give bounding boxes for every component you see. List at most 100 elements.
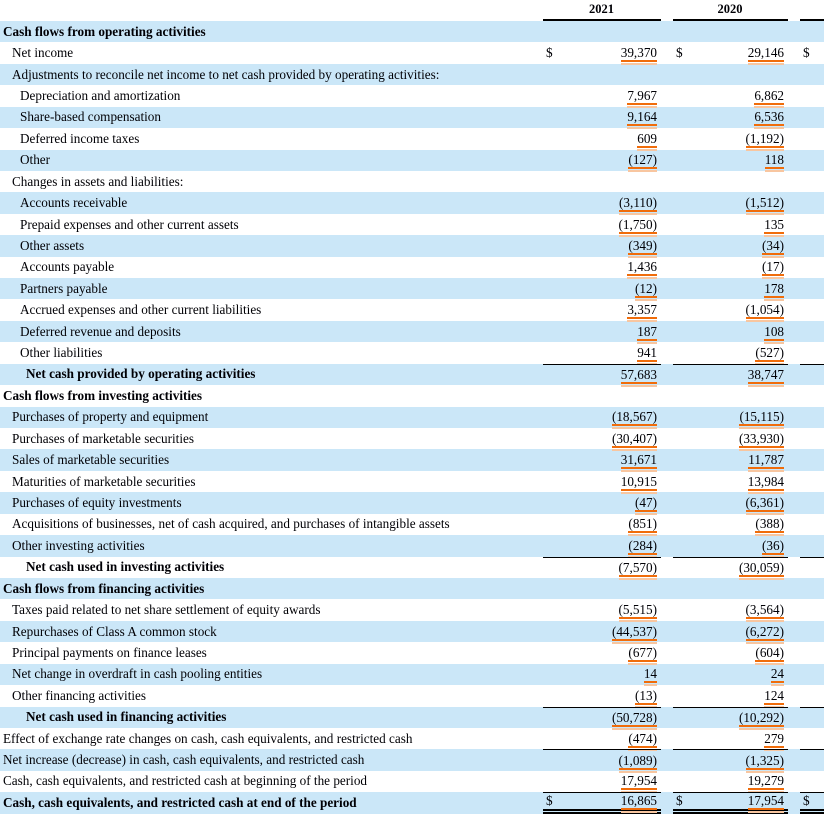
column-gap bbox=[661, 321, 673, 342]
value-cell-2020: 13,984 bbox=[673, 471, 788, 492]
value-cell-2020: 108 bbox=[673, 321, 788, 342]
row-label: Purchases of property and equipment bbox=[12, 409, 209, 425]
value-cell-partial bbox=[800, 235, 824, 256]
value-cell-2020: 11,787 bbox=[673, 449, 788, 470]
column-gap bbox=[661, 299, 673, 320]
column-gap bbox=[661, 342, 673, 363]
table-row: Other financing activities (13) 124 bbox=[0, 685, 824, 706]
value-cell-partial bbox=[800, 578, 824, 599]
row-label-cell: Repurchases of Class A common stock bbox=[0, 624, 543, 640]
value-cell-2021: (5,515) bbox=[543, 599, 661, 620]
value-2021: 31,671 bbox=[620, 452, 657, 472]
column-gap bbox=[788, 428, 800, 449]
column-gap bbox=[661, 214, 673, 235]
value-2020: 279 bbox=[764, 730, 784, 751]
value-cell-partial bbox=[800, 428, 824, 449]
row-label-cell: Net cash used in investing activities bbox=[0, 559, 543, 575]
value-cell-2020: 38,747 bbox=[673, 363, 788, 385]
value-2020: (33,930) bbox=[738, 430, 784, 451]
value-cell-partial bbox=[800, 599, 824, 620]
value-cell-2021: (30,407) bbox=[543, 428, 661, 449]
value-cell-2021: (474) bbox=[543, 728, 661, 749]
table-row: Net increase (decrease) in cash, cash eq… bbox=[0, 749, 824, 773]
value-2020: (10,292) bbox=[738, 709, 784, 730]
value-cell-2020: 178 bbox=[673, 278, 788, 299]
value-cell-2021: (284) bbox=[543, 535, 661, 556]
row-label-cell: Net income bbox=[0, 45, 543, 61]
value-cell-2020: (527) bbox=[673, 342, 788, 363]
value-cell-2020: 124 bbox=[673, 685, 788, 706]
column-gap bbox=[661, 128, 673, 149]
value-cell-2021: 609 bbox=[543, 128, 661, 149]
value-cell-2020: (604) bbox=[673, 642, 788, 663]
value-2020: (3,564) bbox=[745, 602, 784, 622]
value-cell-partial bbox=[800, 642, 824, 663]
value-cell-2021: (1,750) bbox=[543, 214, 661, 235]
row-label: Cash flows from financing activities bbox=[3, 580, 205, 596]
value-2020: (6,272) bbox=[745, 623, 784, 644]
value-2021: 10,915 bbox=[620, 473, 657, 494]
column-gap bbox=[788, 342, 800, 363]
currency-symbol-partial: $ bbox=[803, 45, 810, 61]
column-header-2021-cell: 2021 bbox=[543, 0, 661, 21]
value-cell-2021 bbox=[543, 64, 661, 85]
table-row: Taxes paid related to net share settleme… bbox=[0, 599, 824, 620]
row-label-cell: Adjustments to reconcile net income to n… bbox=[0, 67, 543, 83]
value-2021: (127) bbox=[628, 152, 657, 172]
value-2021: 7,967 bbox=[627, 87, 657, 108]
column-gap bbox=[661, 642, 673, 663]
column-gap bbox=[661, 364, 673, 385]
column-gap bbox=[788, 42, 800, 63]
row-label-cell: Deferred income taxes bbox=[0, 131, 543, 147]
column-gap bbox=[661, 771, 673, 792]
column-gap bbox=[788, 599, 800, 620]
row-label-cell: Cash flows from operating activities bbox=[0, 24, 543, 40]
value-2020: 135 bbox=[764, 216, 784, 237]
table-row: Effect of exchange rate changes on cash,… bbox=[0, 728, 824, 749]
column-gap bbox=[661, 578, 673, 599]
value-cell-2021: (13) bbox=[543, 685, 661, 706]
row-label: Cash, cash equivalents, and restricted c… bbox=[3, 794, 357, 810]
value-cell-partial bbox=[800, 471, 824, 492]
value-2021: (1,089) bbox=[618, 752, 657, 773]
column-gap bbox=[788, 471, 800, 492]
value-cell-2021: 1,436 bbox=[543, 257, 661, 278]
value-2020: 17,954 bbox=[747, 792, 784, 813]
value-2020: 108 bbox=[764, 323, 784, 344]
column-gap bbox=[661, 150, 673, 171]
column-gap bbox=[661, 42, 673, 63]
row-label: Principal payments on finance leases bbox=[12, 644, 207, 660]
column-gap bbox=[661, 278, 673, 299]
table-row: Cash, cash equivalents, and restricted c… bbox=[0, 792, 824, 814]
table-row: Net cash provided by operating activitie… bbox=[0, 363, 824, 386]
column-gap bbox=[661, 728, 673, 749]
value-cell-2020: (30,059) bbox=[673, 556, 788, 578]
column-gap bbox=[661, 621, 673, 642]
value-2020: 118 bbox=[764, 152, 784, 172]
value-2020: 11,787 bbox=[748, 452, 784, 472]
value-2021: (1,750) bbox=[618, 216, 657, 237]
value-2021: (5,515) bbox=[618, 602, 657, 622]
row-label: Taxes paid related to net share settleme… bbox=[12, 602, 321, 618]
value-cell-partial: $ bbox=[800, 42, 824, 63]
row-label: Maturities of marketable securities bbox=[12, 473, 196, 489]
value-cell-partial bbox=[800, 192, 824, 213]
value-2021: (851) bbox=[628, 516, 657, 536]
row-label-cell: Sales of marketable securities bbox=[0, 452, 543, 468]
value-2020: 6,862 bbox=[754, 87, 784, 108]
row-label: Cash flows from operating activities bbox=[3, 23, 206, 39]
value-cell-2021 bbox=[543, 385, 661, 406]
row-label-cell: Cash flows from investing activities bbox=[0, 388, 543, 404]
table-row: Principal payments on finance leases (67… bbox=[0, 642, 824, 663]
value-2021: 9,164 bbox=[627, 109, 657, 129]
table-row: Prepaid expenses and other current asset… bbox=[0, 214, 824, 235]
value-2020: (6,361) bbox=[745, 494, 784, 515]
column-gap bbox=[661, 235, 673, 256]
value-cell-2020: 24 bbox=[673, 664, 788, 685]
row-label-cell: Other financing activities bbox=[0, 688, 543, 704]
column-gap bbox=[661, 107, 673, 128]
value-cell-2021: 187 bbox=[543, 321, 661, 342]
value-2021: (44,537) bbox=[611, 623, 657, 644]
column-gap bbox=[661, 257, 673, 278]
table-row: Cash, cash equivalents, and restricted c… bbox=[0, 771, 824, 792]
